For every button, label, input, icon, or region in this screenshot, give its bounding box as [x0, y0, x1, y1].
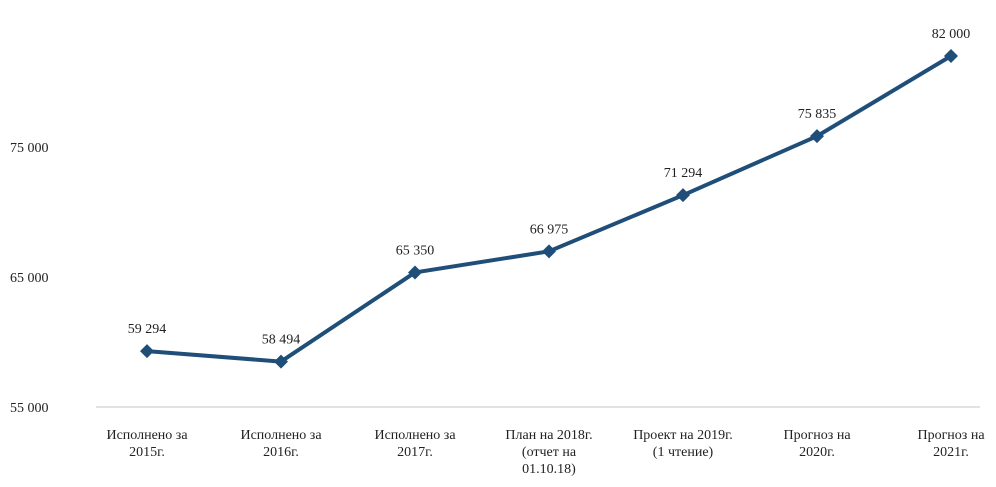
x-tick-label: Прогноз на 2020г.	[783, 428, 851, 460]
data-point-marker	[810, 129, 824, 144]
x-axis-tick-labels: Исполнено за 2015г. Исполнено за 2016г. Испо…	[106, 428, 985, 477]
data-label: 82 000	[932, 27, 971, 42]
data-label: 59 294	[128, 322, 167, 337]
data-label: 75 835	[798, 107, 837, 122]
data-label: 65 350	[396, 243, 435, 258]
series-line	[145, 54, 953, 364]
data-point-marker	[408, 265, 422, 280]
x-tick-label: План на 2018г. (отчет на 01.10.18)	[505, 428, 592, 477]
data-point-marker	[944, 49, 958, 63]
data-point-marker	[542, 244, 556, 259]
y-tick-label: 75 000	[10, 141, 49, 156]
data-label-layer: 59 294 58 494 65 350 66 975 71 294 75 835 82 0…	[128, 27, 971, 348]
x-tick-label: Прогноз на 2021г.	[917, 428, 985, 460]
y-axis-tick-labels: 55 000 65 000 75 000	[10, 141, 49, 416]
x-tick-label: Исполнено за 2015г.	[106, 428, 188, 460]
y-tick-label: 65 000	[10, 271, 49, 286]
y-tick-label: 55 000	[10, 401, 49, 416]
data-point-marker	[274, 354, 288, 369]
data-point-marker	[676, 188, 690, 203]
x-tick-label: Проект на 2019г. (1 чтение)	[633, 428, 733, 460]
x-tick-label: Исполнено за 2016г.	[240, 428, 322, 460]
data-label: 66 975	[530, 222, 569, 237]
data-label: 58 494	[262, 333, 301, 348]
data-label: 71 294	[664, 166, 703, 181]
series-layer	[140, 49, 958, 369]
x-tick-label: Исполнено за 2017г.	[374, 428, 456, 460]
data-point-marker	[140, 344, 154, 359]
